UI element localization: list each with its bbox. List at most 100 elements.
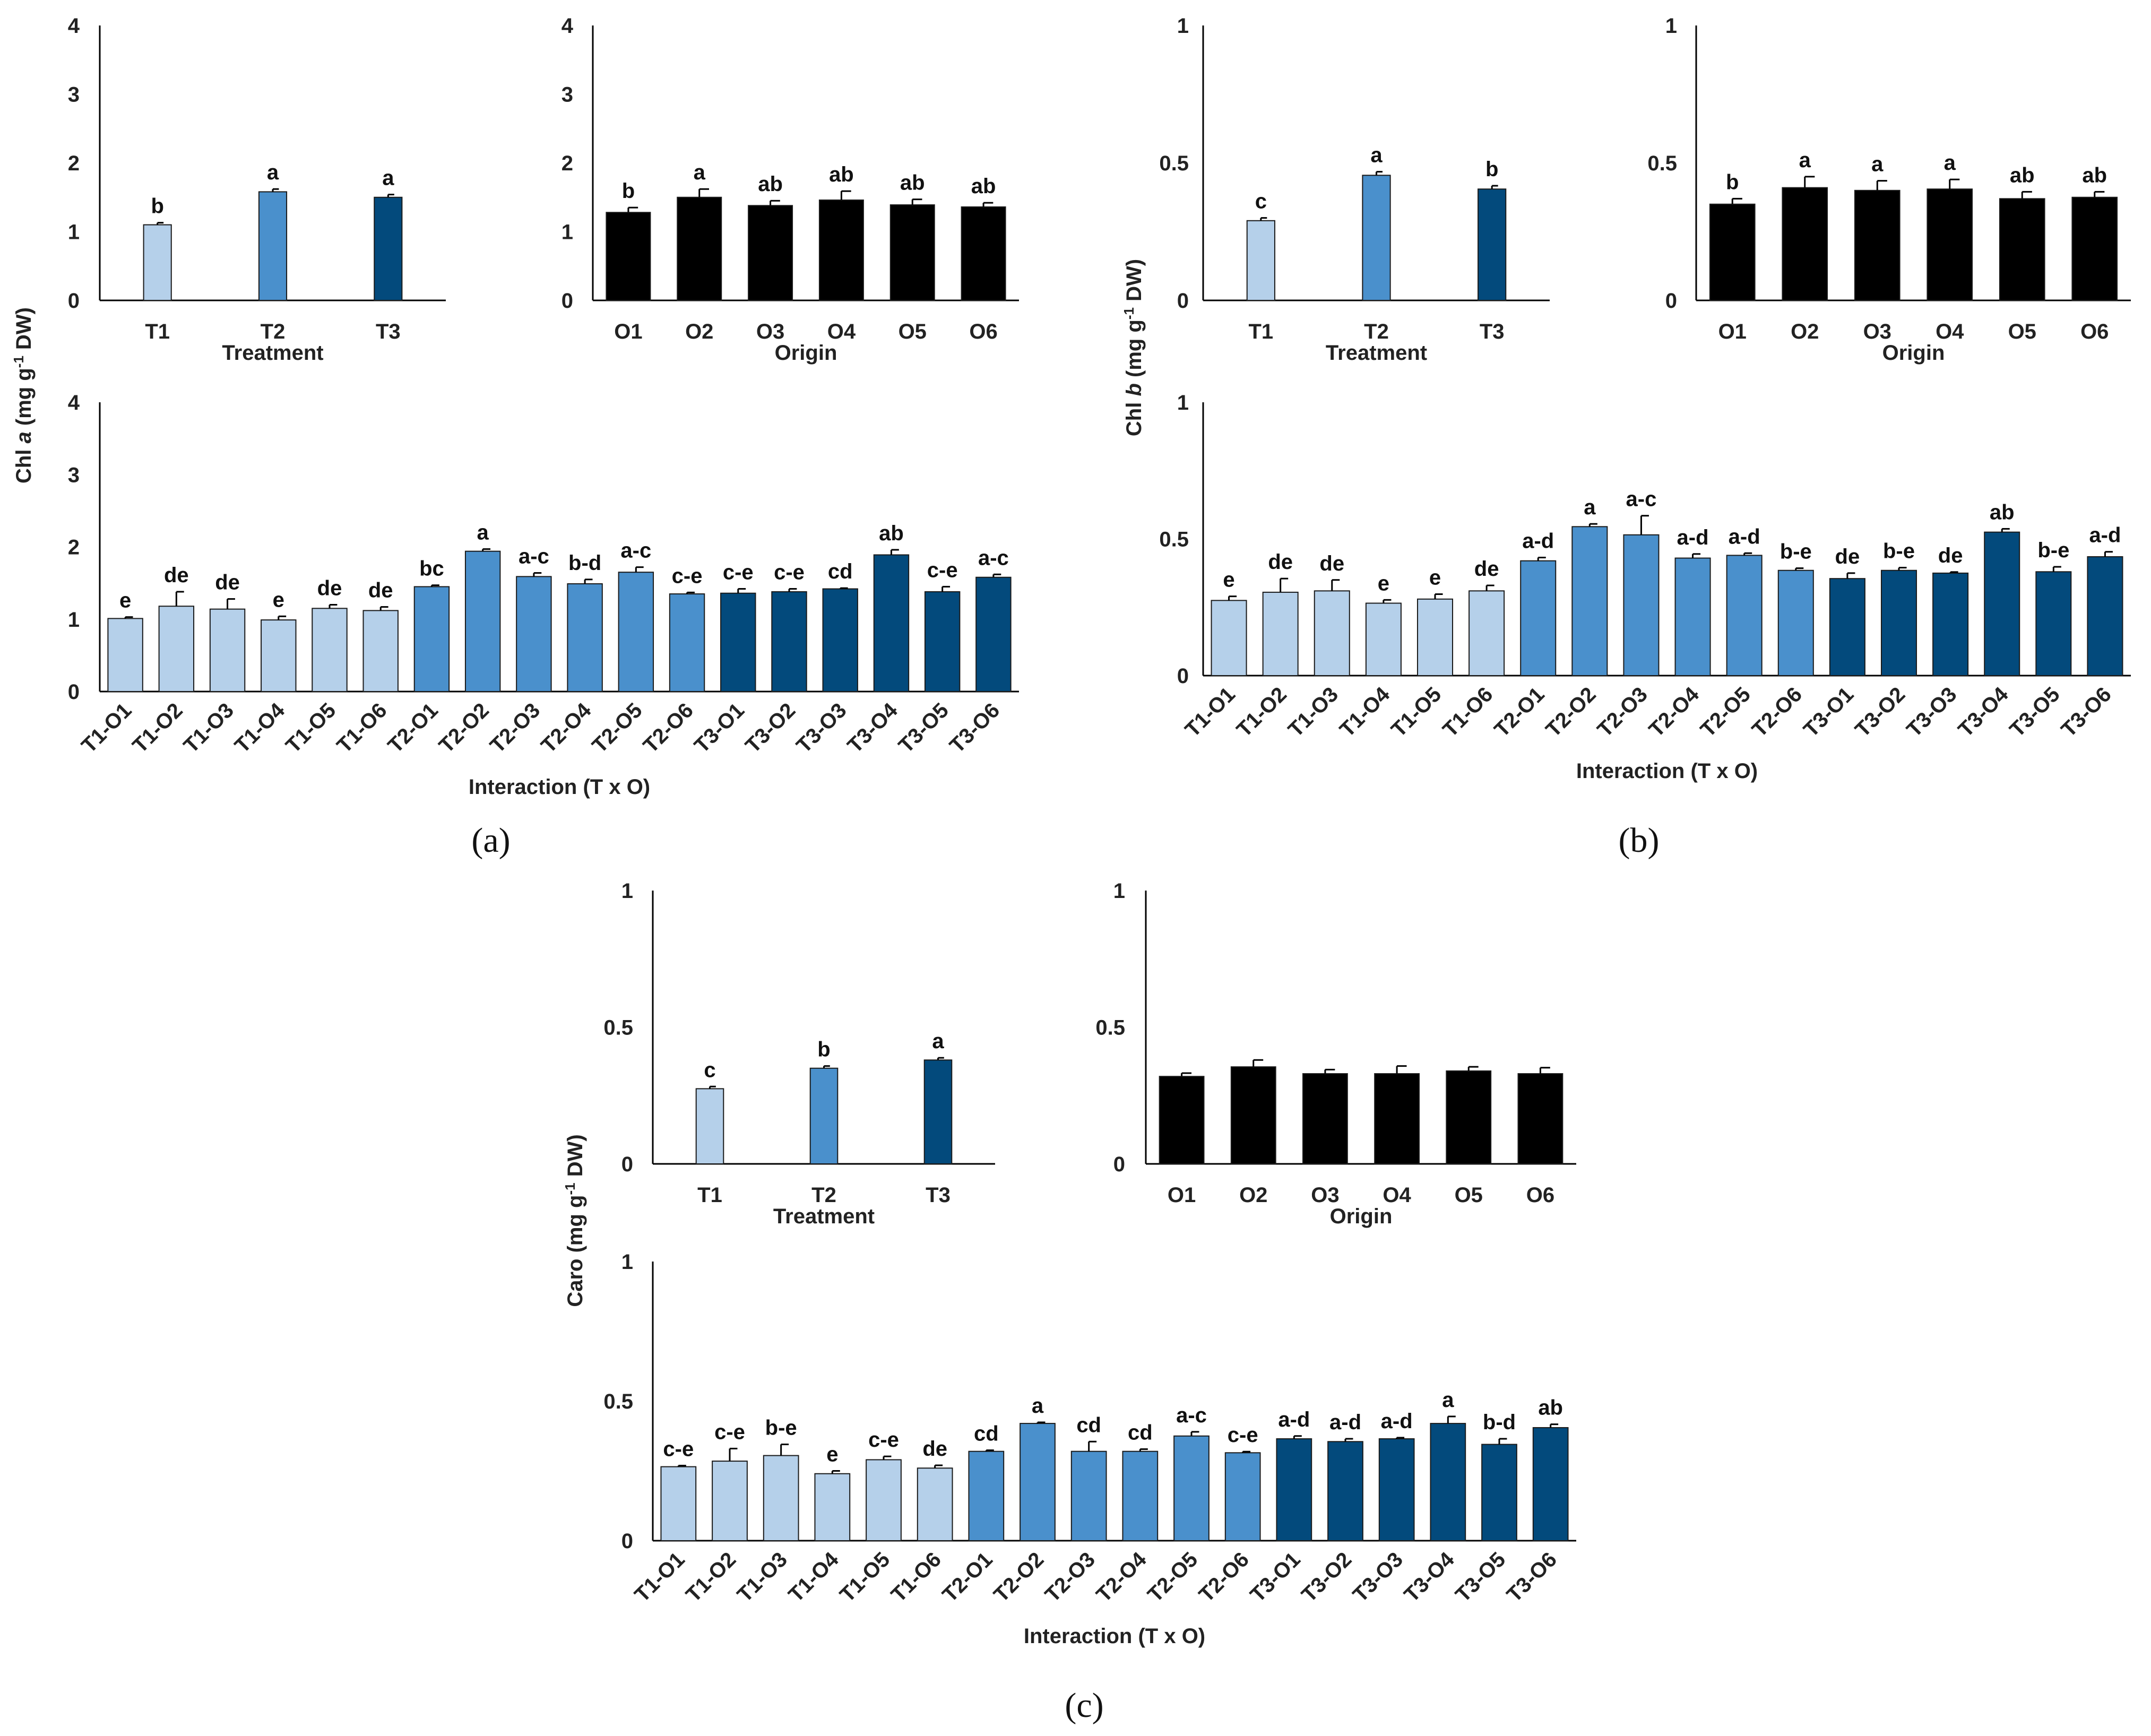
b-interaction-x-tick-label: T1-O4 (1335, 683, 1395, 742)
a-origin-y-tick-label: 2 (561, 152, 573, 175)
a-interaction-bar (413, 586, 450, 692)
b-interaction-bar (1416, 598, 1454, 677)
b-interaction-x-tick-label: T3-O5 (2005, 683, 2064, 741)
b-interaction-x-tick-label: T3-O2 (1851, 683, 1910, 741)
b-interaction-significance-letter: de (1835, 545, 1860, 568)
a-origin-bar (961, 206, 1006, 301)
c-interaction-bar (1070, 1450, 1107, 1541)
a-interaction-significance-letter: e (119, 589, 131, 612)
a-interaction-significance-letter: e (273, 588, 284, 611)
a-interaction-bar (924, 591, 961, 692)
a-origin-significance-letter: b (622, 179, 635, 203)
b-interaction-x-tick-label: T2-O4 (1645, 683, 1704, 742)
c-interaction-bar (712, 1461, 748, 1542)
y-axis-title-c: Caro (mg g-1 DW) (562, 1134, 587, 1307)
a-interaction-bar (516, 576, 552, 693)
c-interaction-significance-letter: de (922, 1437, 947, 1461)
b-interaction-significance-letter: a-d (2089, 524, 2121, 547)
a-interaction-significance-letter: bc (419, 557, 444, 581)
a-interaction-x-tick-label: T2-O1 (384, 698, 443, 757)
c-origin-x-tick-label: O5 (1455, 1184, 1483, 1207)
a-interaction-x-tick-label: T1-O5 (281, 698, 340, 757)
a-interaction-bar (720, 592, 756, 692)
b-origin-significance-letter: a (1944, 151, 1956, 175)
c-treatment-significance-letter: a (932, 1030, 944, 1053)
b-origin-bar (1709, 203, 1756, 301)
b-treatment-y-tick-label: 1 (1177, 14, 1189, 38)
a-treatment-y-tick-label: 4 (68, 14, 80, 38)
b-origin-bar (2071, 196, 2118, 301)
b-interaction-x-tick-label: T1-O1 (1181, 683, 1240, 741)
c-interaction-bar (917, 1467, 953, 1541)
c-interaction-x-tick-label: T1-O1 (630, 1548, 689, 1607)
b-interaction-x-tick-label: T2-O1 (1490, 683, 1549, 741)
c-interaction-x-tick-label: T2-O4 (1092, 1548, 1151, 1607)
a-origin-x-tick-label: O1 (614, 320, 642, 343)
a-interaction-x-tick-label: T2-O2 (435, 698, 494, 757)
b-interaction-y-tick-label: 0 (1177, 664, 1189, 688)
a-origin-significance-letter: ab (829, 163, 854, 186)
a-treatment-bar (258, 191, 288, 301)
b-interaction-bar (1984, 531, 2020, 676)
a-interaction-significance-letter: de (368, 579, 393, 602)
c-interaction-bar (1430, 1423, 1466, 1542)
c-interaction-x-tick-label: T1-O2 (681, 1548, 740, 1607)
a-interaction-x-tick-label: T1-O4 (230, 698, 290, 758)
a-origin-bar (818, 199, 864, 301)
c-interaction-significance-letter: c-e (1228, 1423, 1258, 1447)
y-axis-title-b: Chl b (mg g-1 DW) (1121, 259, 1146, 436)
y-axis-title-a: Chl a (mg g-1 DW) (11, 307, 36, 483)
a-interaction-significance-letter: de (317, 577, 342, 600)
c-interaction-y-tick-label: 1 (621, 1250, 633, 1274)
a-interaction-significance-letter: de (164, 564, 189, 587)
a-origin-bar (889, 204, 935, 301)
a-interaction-x-axis-title: Interaction (T x O) (469, 775, 650, 799)
a-treatment-y-tick-label: 3 (68, 83, 80, 107)
b-interaction-significance-letter: a-d (1522, 530, 1554, 553)
c-interaction-x-axis-title: Interaction (T x O) (1024, 1625, 1205, 1648)
c-interaction-x-tick-label: T3-O1 (1246, 1548, 1305, 1607)
b-origin-x-tick-label: O1 (1718, 320, 1747, 343)
b-origin-significance-letter: a (1799, 149, 1811, 172)
b-treatment-x-tick-label: T3 (1480, 320, 1505, 343)
b-interaction-x-tick-label: T3-O6 (2057, 683, 2116, 741)
c-interaction-bar (1173, 1435, 1210, 1541)
b-interaction-x-tick-label: T1-O5 (1387, 683, 1446, 741)
b-interaction-x-tick-label: T2-O2 (1541, 683, 1600, 741)
b-origin-bar (1782, 187, 1828, 301)
a-treatment-significance-letter: b (151, 195, 163, 218)
c-origin-x-tick-label: O2 (1239, 1184, 1267, 1207)
a-interaction-bar (158, 606, 195, 692)
a-interaction-bar (567, 583, 603, 693)
a-interaction-bar (209, 608, 246, 693)
panel-label-b: (b) (1619, 821, 1660, 860)
b-interaction-y-tick-label: 1 (1177, 391, 1189, 414)
b-interaction-significance-letter: de (1319, 552, 1344, 575)
a-origin-significance-letter: ab (971, 175, 996, 198)
b-interaction-significance-letter: e (1223, 568, 1234, 592)
c-interaction-significance-letter: a (1032, 1394, 1044, 1418)
a-interaction-significance-letter: b-d (568, 551, 601, 575)
c-treatment-x-tick-label: T2 (811, 1184, 836, 1207)
c-interaction-x-tick-label: T2-O1 (938, 1548, 997, 1607)
c-interaction-bar (763, 1455, 799, 1542)
c-interaction-x-tick-label: T1-O6 (887, 1548, 946, 1607)
c-treatment-x-tick-label: T3 (926, 1184, 951, 1207)
c-treatment-significance-letter: b (817, 1038, 830, 1061)
a-interaction-bar (464, 550, 501, 693)
b-treatment-significance-letter: c (1255, 190, 1267, 213)
b-interaction-x-tick-label: T3-O4 (1954, 683, 2013, 742)
a-interaction-y-tick-label: 2 (68, 536, 80, 559)
b-interaction-x-tick-label: T3-O3 (1902, 683, 1961, 741)
c-interaction-significance-letter: b-e (765, 1417, 797, 1440)
b-treatment-x-axis-title: Treatment (1326, 341, 1427, 365)
a-interaction-significance-letter: c-e (723, 561, 754, 584)
c-interaction-bar (1276, 1438, 1312, 1542)
b-interaction-y-tick-label: 0.5 (1159, 528, 1189, 551)
b-interaction-x-axis-title: Interaction (T x O) (1576, 759, 1758, 783)
a-origin-bar (748, 205, 793, 301)
b-interaction-bar (1829, 578, 1865, 677)
c-interaction-bar (1481, 1444, 1517, 1542)
b-interaction-significance-letter: b-e (2037, 539, 2069, 562)
